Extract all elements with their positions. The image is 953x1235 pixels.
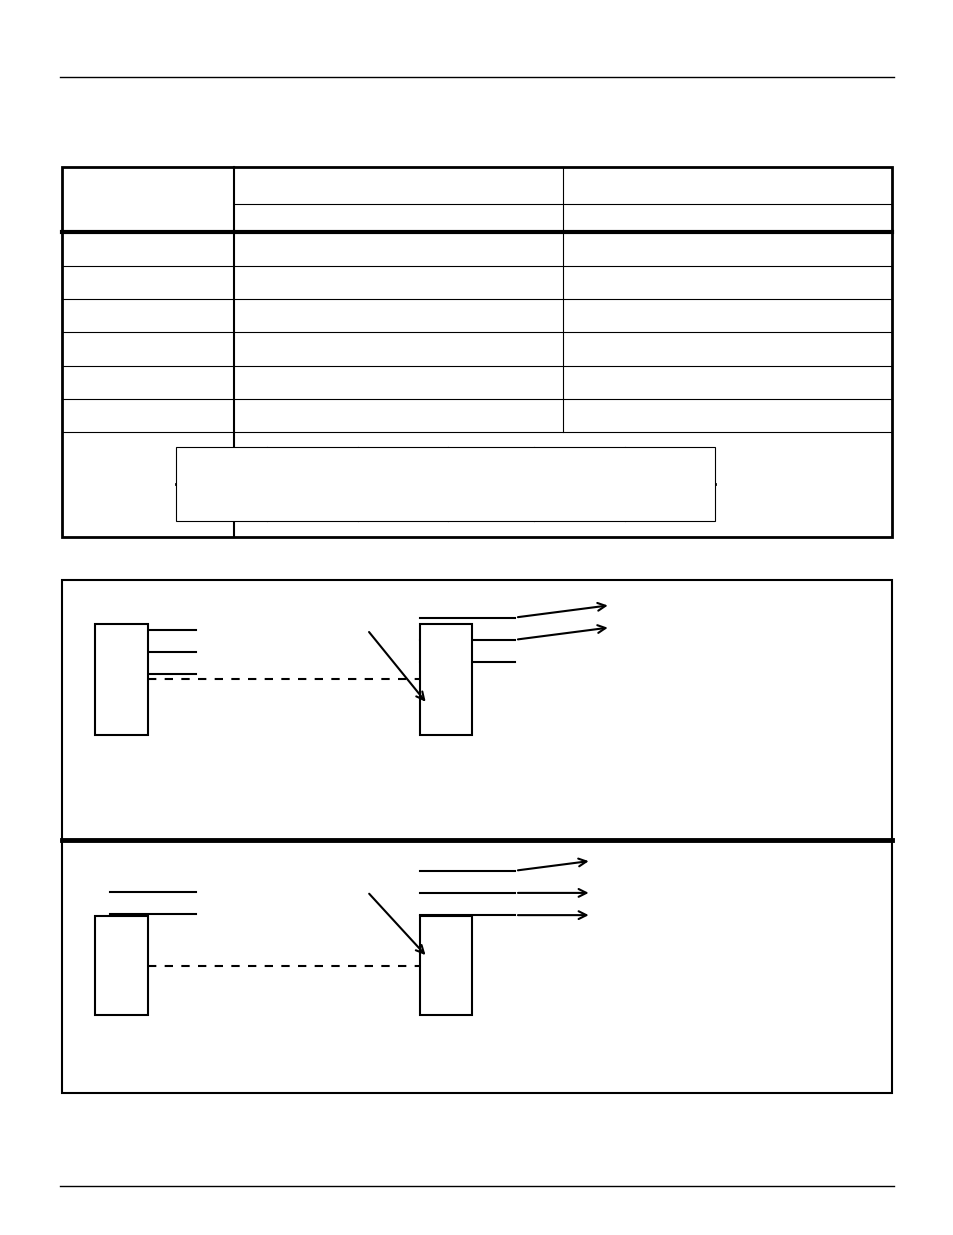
- Bar: [419, 624, 472, 735]
- Bar: [62, 580, 891, 1093]
- Bar: [419, 916, 472, 1015]
- Bar: [62, 167, 891, 537]
- Bar: [176, 447, 715, 521]
- Bar: [95, 916, 148, 1015]
- Bar: [95, 624, 148, 735]
